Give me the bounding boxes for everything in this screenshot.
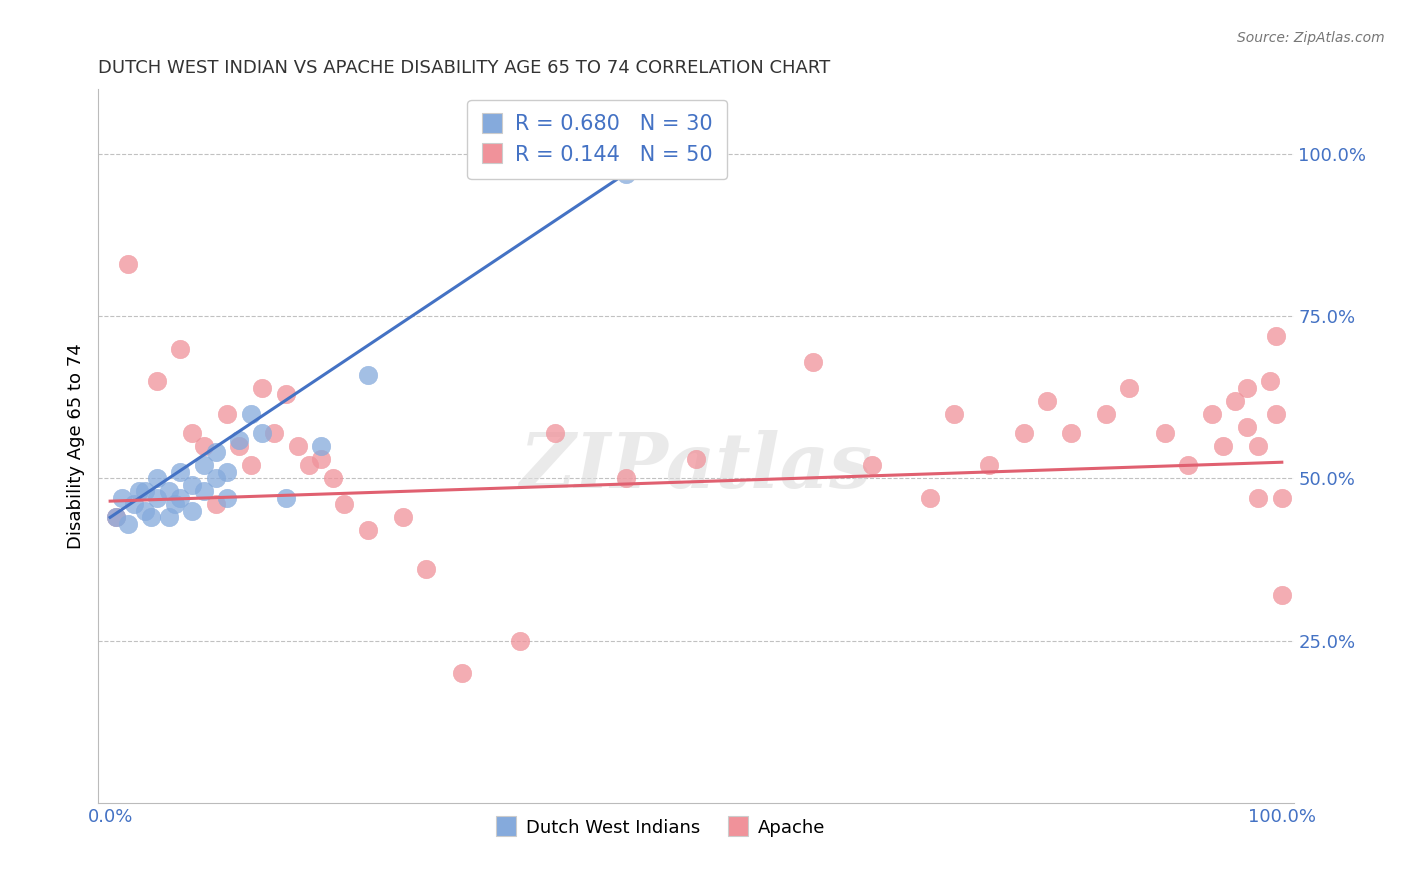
Point (228, 433, 250, 447)
Point (117, 257, 139, 271)
Point (1177, 458, 1199, 473)
Point (111, 491, 134, 505)
Point (544, 425, 567, 440)
Point (1247, 439, 1270, 453)
Point (217, 407, 239, 421)
Point (1271, 491, 1294, 505)
Point (1036, 393, 1059, 408)
Point (141, 510, 163, 524)
Point (122, 497, 145, 511)
Point (309, 452, 332, 467)
Point (1223, 393, 1246, 408)
Point (1201, 407, 1223, 421)
Point (298, 458, 321, 473)
Point (801, 354, 824, 368)
Point (920, 491, 942, 505)
Legend: Dutch West Indians, Apache: Dutch West Indians, Apache (488, 812, 832, 844)
Point (614, 167, 637, 181)
Point (169, 342, 191, 356)
Point (1265, 328, 1288, 343)
Point (1247, 491, 1270, 505)
Point (1258, 374, 1281, 388)
Point (163, 497, 186, 511)
Point (157, 510, 180, 524)
Point (1236, 381, 1258, 395)
Point (1212, 439, 1234, 453)
Point (228, 439, 250, 453)
Point (942, 407, 965, 421)
Point (204, 497, 226, 511)
Point (181, 478, 204, 492)
Point (1265, 407, 1288, 421)
Text: ZIPatlas: ZIPatlas (519, 431, 873, 504)
Point (134, 504, 156, 518)
Point (128, 484, 150, 499)
Point (309, 439, 332, 453)
Point (357, 368, 380, 382)
Text: Source: ZipAtlas.com: Source: ZipAtlas.com (1237, 31, 1385, 45)
Point (322, 471, 344, 485)
Point (169, 465, 191, 479)
Point (146, 471, 169, 485)
Point (252, 381, 274, 395)
Point (1012, 425, 1035, 440)
Point (333, 497, 356, 511)
Point (1095, 407, 1118, 421)
Point (357, 524, 380, 538)
Point (685, 452, 707, 467)
Point (204, 445, 226, 459)
Point (105, 510, 128, 524)
Point (1153, 425, 1175, 440)
Point (509, 633, 531, 648)
Point (217, 465, 239, 479)
Y-axis label: Disability Age 65 to 74: Disability Age 65 to 74 (66, 343, 84, 549)
Point (134, 484, 156, 499)
Point (181, 504, 204, 518)
Point (217, 491, 239, 505)
Point (1118, 381, 1140, 395)
Point (415, 562, 437, 576)
Point (146, 491, 169, 505)
Point (860, 458, 883, 473)
Point (252, 425, 274, 440)
Point (1236, 419, 1258, 434)
Point (193, 439, 215, 453)
Point (193, 458, 215, 473)
Text: DUTCH WEST INDIAN VS APACHE DISABILITY AGE 65 TO 74 CORRELATION CHART: DUTCH WEST INDIAN VS APACHE DISABILITY A… (98, 59, 831, 77)
Point (169, 491, 191, 505)
Point (157, 484, 180, 499)
Point (1060, 425, 1083, 440)
Point (105, 510, 128, 524)
Point (181, 425, 204, 440)
Point (274, 387, 297, 401)
Point (117, 516, 139, 531)
Point (614, 471, 637, 485)
Point (287, 439, 309, 453)
Point (450, 666, 472, 681)
Point (239, 407, 262, 421)
Point (274, 491, 297, 505)
Point (1271, 588, 1294, 602)
Point (977, 458, 1000, 473)
Point (193, 484, 215, 499)
Point (392, 510, 415, 524)
Point (204, 471, 226, 485)
Point (146, 374, 169, 388)
Point (239, 458, 262, 473)
Point (263, 425, 285, 440)
